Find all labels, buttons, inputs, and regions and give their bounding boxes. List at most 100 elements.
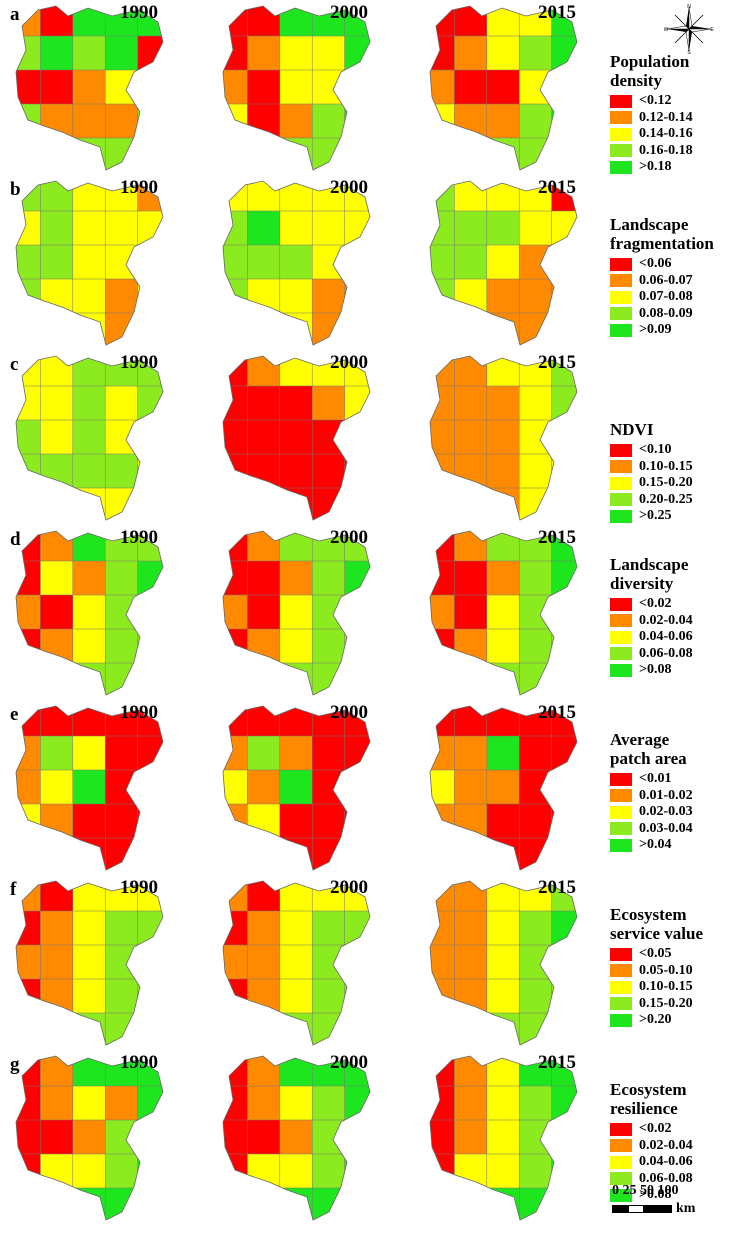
map-region: [486, 531, 520, 562]
compass-w: W: [664, 27, 669, 33]
map-g-1990: [8, 1052, 170, 1222]
map-region: [518, 103, 553, 139]
map-region: [311, 1012, 346, 1045]
map-region: [486, 1056, 520, 1087]
map-region: [16, 137, 42, 170]
map-region: [344, 1085, 370, 1121]
map-region: [223, 137, 249, 170]
map-f-2015: [422, 877, 584, 1047]
year-label: 1990: [120, 177, 158, 198]
map-region: [223, 103, 249, 139]
map-region: [279, 1085, 313, 1121]
legend-c: NDVI <0.10 0.10-0.15 0.15-0.20 0.20-0.25 >0.2…: [610, 420, 693, 525]
map-boundary: [15, 5, 164, 171]
map-region: [518, 312, 553, 345]
map-region: [40, 385, 74, 421]
map-region: [72, 244, 106, 280]
map-region: [72, 881, 106, 912]
map-region: [137, 487, 163, 520]
legend-title-line: resilience: [610, 1099, 678, 1118]
map-region: [311, 978, 346, 1014]
map-region: [518, 594, 553, 630]
legend-swatch: [610, 630, 632, 644]
year-label: 2000: [330, 527, 368, 548]
map-region: [551, 453, 577, 489]
map-region: [311, 735, 346, 771]
legend-item: 0.15-0.20: [610, 996, 703, 1013]
map-region: [104, 210, 139, 246]
map-region: [430, 69, 456, 105]
map-region: [486, 103, 520, 139]
map-region: [40, 103, 74, 139]
map-region: [137, 35, 163, 71]
legend-item: >0.09: [610, 322, 714, 339]
map-region: [344, 769, 370, 805]
map-region: [430, 1056, 456, 1087]
scale-ticks: 0 25 50 100: [612, 1183, 679, 1198]
map-region: [486, 560, 520, 596]
map-region: [454, 35, 488, 71]
map-region: [518, 978, 553, 1014]
legend-title: Population density: [610, 52, 693, 90]
legend-label: 0.15-0.20: [639, 475, 693, 491]
map-region: [344, 1153, 370, 1189]
map-region: [104, 735, 139, 771]
map-region: [16, 769, 42, 805]
map-boundary: [429, 180, 578, 346]
legend-e: Average patch area <0.01 0.01-0.02 0.02-0.03…: [610, 730, 693, 854]
map-region: [311, 419, 346, 455]
compass-n: N: [687, 4, 691, 10]
map-region: [104, 69, 139, 105]
legend-title-line: Landscape: [610, 555, 689, 574]
legend-swatch: [610, 144, 632, 158]
map-region: [137, 944, 163, 980]
map-boundary: [222, 705, 371, 871]
map-region: [247, 978, 281, 1014]
legend-swatch: [610, 647, 632, 661]
legend-label: 0.06-0.07: [639, 272, 693, 288]
map-region: [104, 662, 139, 695]
map-region: [137, 628, 163, 664]
map-d-2015: [422, 527, 584, 697]
legend-item: 0.05-0.10: [610, 963, 703, 980]
map-region: [551, 385, 577, 421]
map-region: [311, 487, 346, 520]
map-region: [311, 803, 346, 839]
map-region: [279, 210, 313, 246]
map-region: [104, 1119, 139, 1155]
map-region: [311, 944, 346, 980]
map-region: [223, 1187, 249, 1220]
map-region: [344, 1012, 370, 1045]
map-region: [518, 244, 553, 280]
map-region: [454, 103, 488, 139]
legend-title-line: fragmentation: [610, 234, 714, 253]
legend-f: Ecosystem service value <0.05 0.05-0.10 0.10…: [610, 905, 703, 1029]
legend-label: >0.04: [639, 837, 672, 853]
map-region: [430, 706, 456, 737]
map-region: [40, 594, 74, 630]
map-region: [518, 910, 553, 946]
map-region: [104, 594, 139, 630]
legend-label: <0.02: [639, 1121, 672, 1137]
legend-swatch: [610, 290, 632, 304]
map-region: [454, 910, 488, 946]
map-region: [551, 944, 577, 980]
map-region: [40, 769, 74, 805]
map-region: [40, 1153, 74, 1189]
legend-label: 0.12-0.14: [639, 109, 693, 125]
map-boundary: [429, 355, 578, 521]
map-region: [104, 803, 139, 839]
map-region: [279, 69, 313, 105]
map-region: [40, 137, 74, 170]
map-region: [430, 487, 456, 520]
map-region: [344, 312, 370, 345]
map-region: [486, 1119, 520, 1155]
map-region: [454, 944, 488, 980]
map-region: [247, 181, 281, 212]
map-region: [518, 137, 553, 170]
map-region: [551, 137, 577, 170]
legend-item: <0.12: [610, 93, 693, 110]
compass-e: E: [710, 27, 714, 33]
legend-item: 0.04-0.06: [610, 1154, 693, 1171]
map-region: [72, 356, 106, 387]
